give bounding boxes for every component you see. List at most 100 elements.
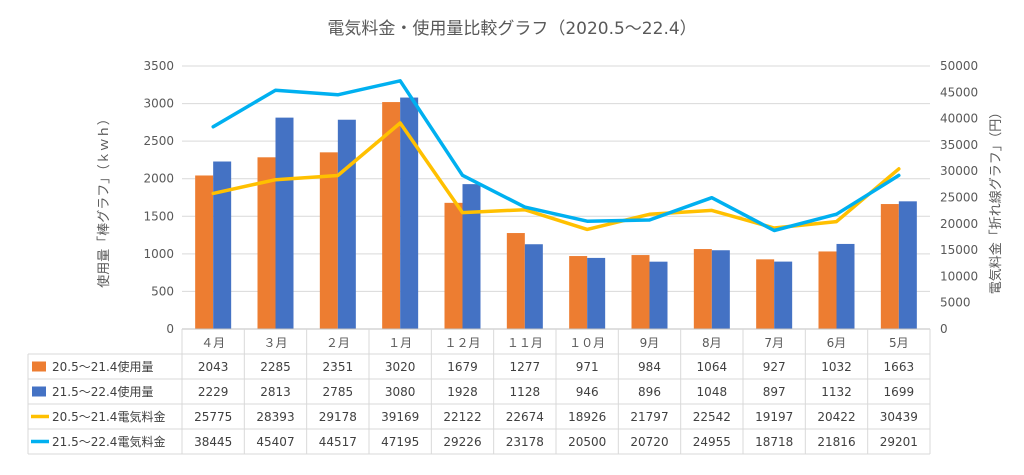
data-label: 23178	[506, 435, 544, 449]
x-tick-label: １１月	[507, 336, 543, 350]
data-label: 2351	[323, 360, 354, 374]
bar-usage-2021	[400, 97, 419, 329]
y-right-tick-label: 40000	[940, 112, 978, 126]
bar-usage-2020	[631, 255, 650, 329]
data-label: 2285	[260, 360, 291, 374]
bar-usage-2021	[275, 117, 294, 330]
legend-label: 20.5～21.4使用量	[52, 359, 153, 374]
data-label: 47195	[381, 435, 419, 449]
bar-series-group	[195, 97, 917, 330]
data-label: 29201	[880, 435, 918, 449]
data-label: 44517	[319, 435, 357, 449]
data-label: 45407	[256, 435, 294, 449]
line-cost-2021	[211, 79, 901, 233]
data-label: 21816	[817, 435, 855, 449]
legend-label: 21.5～22.4使用量	[52, 384, 153, 399]
x-tick-label: 8月	[702, 336, 722, 350]
chart-title: 電気料金・使用量比較グラフ（2020.5～22.4）	[327, 18, 696, 39]
bar-usage-2021	[649, 261, 668, 329]
bar-usage-2021	[462, 184, 481, 329]
data-label: 20422	[817, 410, 855, 424]
data-label: 1032	[821, 360, 852, 374]
y-right-tick-label: 50000	[940, 59, 978, 73]
data-label: 20720	[630, 435, 668, 449]
data-label: 18718	[755, 435, 793, 449]
data-label: 3080	[385, 385, 416, 399]
y-right-tick-label: 15000	[940, 243, 978, 257]
data-label: 28393	[256, 410, 294, 424]
data-label: 1048	[697, 385, 728, 399]
bar-usage-2020	[569, 256, 588, 329]
data-label: 18926	[568, 410, 606, 424]
data-label: 1928	[447, 385, 478, 399]
data-label: 2043	[198, 360, 229, 374]
x-tick-label: ４月	[201, 336, 225, 350]
bar-usage-2020	[818, 251, 837, 329]
line-series-group	[211, 79, 901, 233]
data-label: 2229	[198, 385, 229, 399]
bar-usage-2020	[693, 249, 712, 329]
legend-label: 21.5～22.4電気料金	[52, 434, 165, 449]
x-tick-label: 6月	[827, 336, 847, 350]
data-label: 1128	[510, 385, 541, 399]
x-tick-label: 5月	[889, 336, 909, 350]
y-right-tick-label: 35000	[940, 138, 978, 152]
y-right-tick-label: 30000	[940, 164, 978, 178]
bar-usage-2021	[836, 243, 855, 329]
y-right-tick-label: 5000	[940, 296, 971, 310]
bar-usage-2020	[506, 233, 525, 329]
data-table: ４月 ３月 ２月 １月 １２月 １１月 １０月 9月 8月 7月 6月 5月 20.5～21.4使用量 2…	[27, 329, 931, 455]
y-left-tick-label: 0	[166, 322, 174, 336]
data-label: 927	[763, 360, 786, 374]
data-label: 1064	[697, 360, 728, 374]
data-label: 19197	[755, 410, 793, 424]
gridlines	[182, 65, 930, 330]
y-left-tick-label: 2000	[143, 172, 174, 186]
data-label: 3020	[385, 360, 416, 374]
y-left-tick-label: 500	[151, 284, 174, 298]
bar-usage-2021	[524, 244, 543, 329]
legend-label: 20.5～21.4電気料金	[52, 409, 165, 424]
data-label: 25775	[194, 410, 232, 424]
bar-usage-2020	[382, 102, 401, 329]
x-tick-label: 9月	[640, 336, 660, 350]
bar-usage-2021	[711, 250, 730, 329]
bar-usage-2020	[195, 175, 214, 329]
bar-usage-2020	[257, 157, 276, 329]
data-label: 21797	[630, 410, 668, 424]
data-label: 984	[638, 360, 661, 374]
data-label: 29226	[443, 435, 481, 449]
y-axis-right-label: 電気料金「折れ線グラフ」（円）	[988, 106, 1004, 295]
legend-swatch	[32, 361, 46, 372]
data-label: 2813	[260, 385, 291, 399]
y-left-tick-label: 3500	[143, 59, 174, 73]
x-tick-label: １２月	[444, 336, 480, 350]
data-label: 30439	[880, 410, 918, 424]
bar-usage-2021	[587, 257, 606, 329]
data-label: 971	[576, 360, 599, 374]
bar-usage-2020	[444, 202, 463, 329]
data-label: 896	[638, 385, 661, 399]
data-label: 1679	[447, 360, 478, 374]
data-label: 1699	[884, 385, 915, 399]
data-label: 29178	[319, 410, 357, 424]
data-label: 39169	[381, 410, 419, 424]
bar-usage-2020	[756, 259, 775, 329]
legend-swatch	[32, 386, 46, 397]
data-label: 24955	[693, 435, 731, 449]
y-right-tick-label: 45000	[940, 85, 978, 99]
data-label: 38445	[194, 435, 232, 449]
x-tick-label: ３月	[263, 336, 287, 350]
bar-usage-2020	[880, 204, 899, 329]
data-label: 1132	[821, 385, 852, 399]
data-label: 20500	[568, 435, 606, 449]
x-tick-label: １月	[388, 336, 412, 350]
data-label: 1663	[884, 360, 915, 374]
y-left-tick-label: 2500	[143, 134, 174, 148]
data-label: 22674	[506, 410, 544, 424]
y-axis-left-label: 使用量「棒グラフ」（ｋｗｈ）	[96, 112, 112, 288]
bar-usage-2020	[319, 152, 338, 329]
x-tick-label: 7月	[764, 336, 784, 350]
y-right-tick-label: 10000	[940, 269, 978, 283]
